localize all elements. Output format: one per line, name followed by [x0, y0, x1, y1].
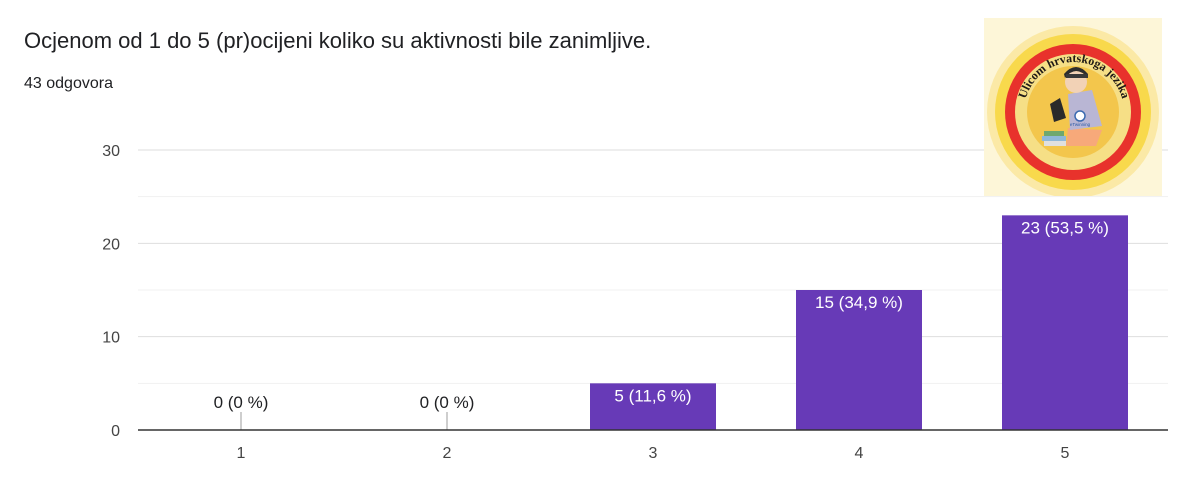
x-tick-label: 1	[237, 445, 246, 462]
y-tick-label: 30	[102, 143, 120, 160]
bar-data-label: 0 (0 %)	[420, 393, 475, 412]
y-tick-label: 20	[102, 236, 120, 253]
etwinning-badge-text: eTwinning	[1070, 122, 1091, 127]
bar-data-label: 0 (0 %)	[214, 393, 269, 412]
bar-data-label: 23 (53,5 %)	[1021, 218, 1109, 237]
response-count: 43 odgovora	[24, 75, 113, 92]
x-tick-label: 5	[1061, 445, 1070, 462]
bar-data-label: 5 (11,6 %)	[614, 386, 691, 405]
bar	[590, 383, 716, 430]
y-tick-label: 10	[102, 330, 120, 347]
ulicom-hrvatskoga-jezika-logo: Ulicom hrvatskoga jezika eTwinning	[984, 18, 1162, 198]
x-tick-label: 2	[443, 445, 452, 462]
x-tick-label: 4	[855, 445, 864, 462]
y-tick-label: 0	[111, 423, 120, 440]
bar	[1002, 215, 1128, 430]
bar	[796, 290, 922, 430]
bar-data-label: 15 (34,9 %)	[815, 293, 903, 312]
x-tick-label: 3	[649, 445, 658, 462]
question-title: Ocjenom od 1 do 5 (pr)ocijeni koliko su …	[24, 28, 652, 53]
